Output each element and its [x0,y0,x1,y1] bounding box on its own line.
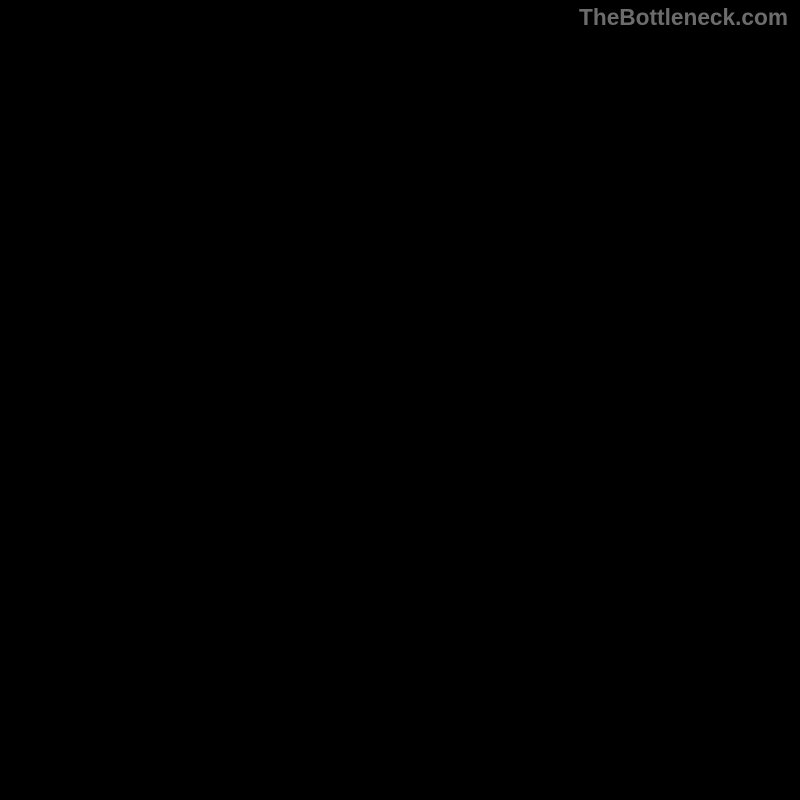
chart-frame [0,0,800,800]
attribution-label: TheBottleneck.com [579,4,788,31]
